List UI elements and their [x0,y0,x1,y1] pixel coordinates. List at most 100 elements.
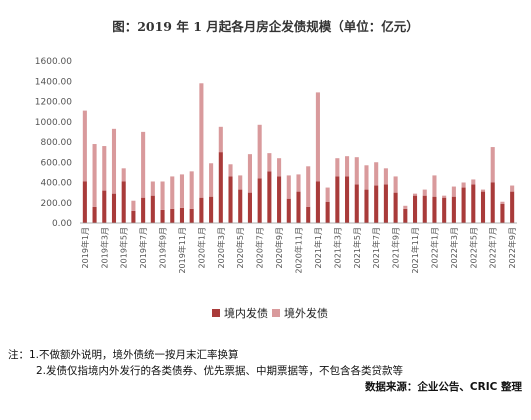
x-tick-label: 2019年9月 [158,227,168,268]
legend-label-overseas: 境外发债 [284,306,328,320]
x-tick-label: 2020年5月 [235,227,245,268]
bar-domestic [238,189,243,223]
y-tick-label: 400.00 [41,179,73,189]
bar-overseas [432,175,437,197]
bar-domestic [160,209,165,223]
bar-domestic [383,184,388,223]
bar-domestic [510,191,515,223]
bar-domestic [277,176,282,223]
y-tick-label: 600.00 [41,158,73,168]
bar-overseas [306,166,311,207]
x-tick-label: 2021年3月 [332,227,342,268]
bar-domestic [257,178,262,223]
bar-domestic [102,190,107,223]
bar-overseas [364,165,369,190]
bar-overseas [141,131,146,198]
bar-domestic [442,197,447,223]
bar-domestic [325,201,330,223]
bar-overseas [403,205,408,209]
bar-overseas [150,181,155,196]
bar-domestic [403,208,408,223]
x-tick-label: 2020年1月 [196,227,206,268]
y-tick-label: 200.00 [41,199,73,209]
y-tick-label: 1600.00 [35,57,72,67]
x-tick-label: 2019年1月 [80,227,90,268]
bar-domestic [364,189,369,223]
data-source: 数据来源：企业公告、CRIC 整理 [364,381,522,393]
y-axis: 0.00 200.00 400.00 600.00 800.00 1000.00 1200.… [35,57,72,229]
stacked-bar-chart: 0.00 200.00 400.00 600.00 800.00 1000.00 1200.… [35,57,517,320]
x-tick-label: 2020年3月 [216,227,226,268]
x-axis: 2019年1月 2019年3月 2019年5月 2019年7月 2019年9月 2019年… [80,227,517,274]
chart-title: 图：2019 年 1 月起各月房企发债规模（单位：亿元） [112,19,419,34]
bar-overseas [277,158,282,177]
x-tick-label: 2021年11月 [410,227,420,274]
bar-overseas [442,195,447,198]
bar-overseas [286,175,291,199]
x-tick-label: 2021年1月 [313,227,323,268]
bar-domestic [286,198,291,223]
bar-domestic [111,193,117,223]
x-tick-label: 2020年7月 [255,227,265,268]
bar-domestic [141,197,146,223]
chart-notes: 注：1.不做额外说明，境外债统一按月末汇率换算 2.发债仅指境内外发行的各类债券… [8,347,526,395]
bar-domestic [306,206,311,223]
bar-domestic [451,196,456,223]
y-tick-label: 1000.00 [35,118,72,128]
note-1: 注：1.不做额外说明，境外债统一按月末汇率换算 [8,349,239,361]
bar-overseas [267,153,272,172]
bar-overseas [102,146,107,191]
bar-domestic [218,152,223,224]
bar-domestic [432,196,437,223]
x-tick-label: 2021年7月 [371,227,381,268]
bar-overseas [218,126,223,153]
bar-overseas [461,182,466,188]
bar-overseas [228,164,233,177]
bar-overseas [238,175,243,190]
note-2: 2.发债仅指境内外发行的各类债券、优先票据、中期票据等，不包含各类贷款等 [36,365,404,377]
bar-overseas [490,147,495,183]
x-tick-label: 2022年3月 [449,227,459,268]
bar-overseas [383,168,388,185]
bar-domestic [170,208,175,223]
bar-overseas [325,187,330,202]
bar-overseas [209,163,214,197]
bar-overseas [374,162,379,186]
y-tick-label: 800.00 [41,138,73,148]
legend-label-domestic: 境内发债 [224,306,268,320]
bar-domestic [393,192,398,224]
bar-overseas [480,189,486,192]
legend: 境内发债 境外发债 [212,306,328,320]
legend-swatch-domestic [212,309,220,317]
bar-overseas [92,144,97,207]
bar-overseas [160,181,165,210]
x-tick-label: 2022年7月 [488,227,498,268]
y-tick-label: 1400.00 [35,77,72,87]
bar-overseas [121,168,126,182]
bar-domestic [209,196,214,223]
x-tick-label: 2021年9月 [391,227,401,268]
bar-overseas [354,157,359,185]
bar-domestic [131,210,136,223]
bar-overseas [179,174,185,208]
bar-domestic [345,176,350,223]
bar-overseas [131,200,136,211]
bar-domestic [189,208,194,223]
bar-domestic [335,176,340,223]
bar-domestic [121,181,126,223]
bar-overseas [510,185,515,192]
bar-overseas [500,201,505,204]
bar-domestic [315,181,320,223]
bar-domestic [422,195,427,223]
bar-domestic [267,171,272,223]
bar-domestic [471,184,476,223]
x-tick-label: 2020年9月 [274,227,284,268]
bar-overseas [412,193,418,196]
bar-overseas [451,186,456,197]
bar-overseas [111,128,117,194]
bar-overseas [189,171,194,209]
bar-overseas [345,156,350,177]
bar-domestic [92,206,97,223]
bar-domestic [82,181,87,223]
bar-domestic [296,191,301,223]
